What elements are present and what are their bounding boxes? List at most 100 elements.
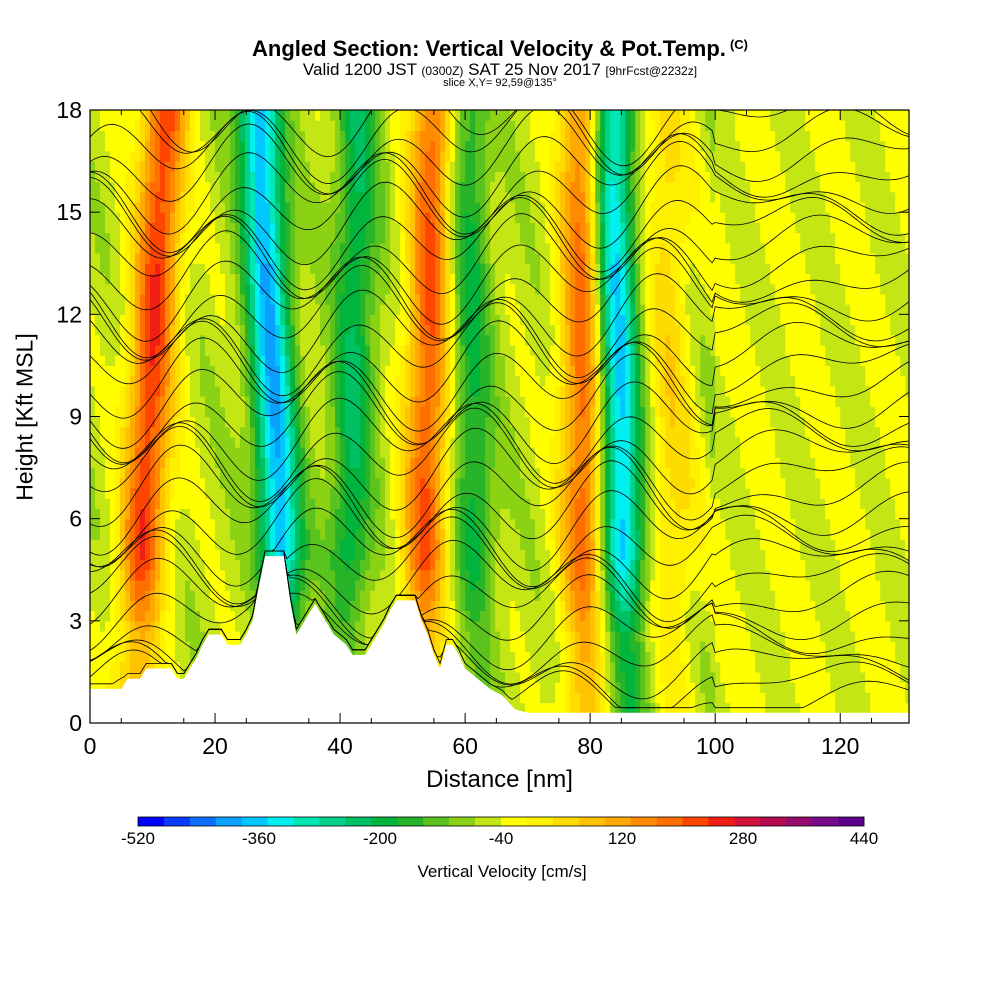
velocity-cell [145,569,151,581]
velocity-cell [445,580,451,591]
velocity-cell [250,181,256,193]
velocity-cell [270,334,276,346]
velocity-cell [195,610,201,622]
velocity-cell [350,610,356,622]
velocity-cell [200,488,206,499]
velocity-cell [170,631,176,642]
velocity-cell [180,559,186,571]
velocity-cell [245,488,251,499]
velocity-cell [285,508,291,520]
velocity-cell [390,467,396,479]
velocity-cell [440,385,446,397]
velocity-cell [245,181,251,193]
velocity-cell [480,631,486,642]
velocity-cell [420,406,426,418]
velocity-cell [385,539,391,550]
velocity-cell [495,212,501,223]
velocity-cell [310,569,316,581]
velocity-cell [270,488,276,499]
velocity-cell [250,518,256,530]
velocity-cell [290,457,296,469]
velocity-cell [275,161,281,172]
velocity-cell [360,426,366,438]
velocity-cell [260,539,266,550]
velocity-cell [240,539,246,550]
velocity-cell [365,140,371,152]
velocity-cell [215,488,221,499]
velocity-cell [175,201,181,213]
velocity-cell [110,406,116,418]
velocity-cell [480,641,486,653]
velocity-cell [110,416,116,428]
velocity-cell [445,293,451,305]
velocity-cell [500,385,506,397]
velocity-cell [240,385,246,397]
velocity-cell [105,110,111,121]
velocity-cell [230,222,236,234]
velocity-cell [340,345,346,356]
velocity-cell [155,283,161,295]
velocity-cell [295,171,301,183]
velocity-cell [360,436,366,448]
velocity-cell [240,140,246,152]
velocity-cell [425,212,431,223]
velocity-cell [245,447,251,458]
velocity-cell [215,304,221,315]
velocity-cell [185,436,191,448]
velocity-cell [395,457,401,469]
velocity-cell [250,590,256,601]
velocity-cell [315,385,321,397]
velocity-cell [115,365,121,377]
velocity-cell [295,110,301,121]
velocity-cell [225,171,231,183]
velocity-cell [395,263,401,274]
velocity-cell [225,253,231,264]
velocity-cell [390,385,396,397]
velocity-cell [210,120,216,131]
velocity-cell [495,477,501,489]
velocity-cell [95,345,101,356]
velocity-cell [375,620,381,632]
velocity-cell [135,150,141,162]
velocity-cell [430,580,436,591]
velocity-cell [450,528,456,540]
velocity-cell [485,447,491,458]
velocity-cell [425,396,431,407]
velocity-cell [410,201,416,213]
velocity-cell [450,385,456,397]
velocity-cell [335,324,341,336]
velocity-cell [175,181,181,193]
velocity-cell [115,467,121,479]
velocity-cell [410,580,416,591]
velocity-cell [270,426,276,438]
velocity-cell [185,559,191,571]
velocity-cell [250,191,256,203]
velocity-cell [210,467,216,479]
velocity-cell [470,549,476,561]
velocity-cell [90,324,96,336]
velocity-cell [280,273,286,285]
velocity-cell [330,171,336,183]
velocity-cell [90,273,96,285]
velocity-cell [410,559,416,571]
velocity-cell [470,467,476,479]
velocity-cell [100,191,106,203]
velocity-cell [330,161,336,172]
velocity-cell [195,498,201,509]
velocity-cell [135,130,141,142]
velocity-cell [350,396,356,407]
velocity-cell [390,488,396,499]
velocity-cell [390,161,396,172]
velocity-cell [365,304,371,315]
velocity-cell [310,518,316,530]
velocity-cell [215,110,221,121]
velocity-cell [220,345,226,356]
velocity-cell [170,273,176,285]
velocity-cell [335,314,341,326]
velocity-cell [375,191,381,203]
velocity-cell [365,549,371,561]
velocity-cell [310,477,316,489]
velocity-cell [200,201,206,213]
velocity-cell [305,150,311,162]
velocity-cell [130,580,136,591]
